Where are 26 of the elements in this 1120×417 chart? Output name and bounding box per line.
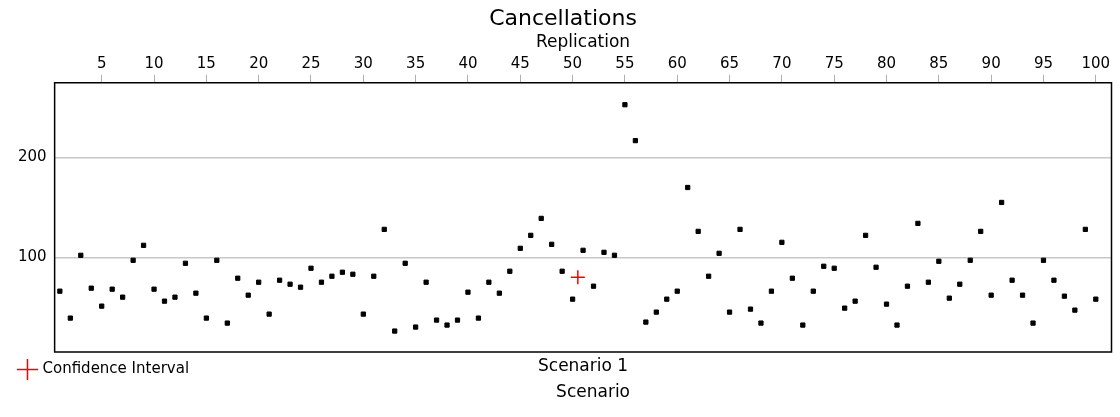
- x-tick-label: 30: [353, 53, 373, 72]
- x-tick-label: 15: [196, 53, 216, 72]
- x-tick-label: 50: [563, 53, 583, 72]
- x-tick-label: 85: [929, 53, 949, 72]
- x-tick-label: 35: [406, 53, 426, 72]
- x-tick-label: 70: [772, 53, 792, 72]
- x-axis-title: Replication: [536, 31, 631, 52]
- x-tick-label: 75: [824, 53, 844, 72]
- x-tick-label: 20: [249, 53, 269, 72]
- x-tick-label: 40: [458, 53, 478, 72]
- x-tick-label: 65: [720, 53, 740, 72]
- x-tick-label: 90: [981, 53, 1001, 72]
- x-tick-label: 55: [615, 53, 635, 72]
- x-tick-label: 10: [144, 53, 164, 72]
- legend-label: Confidence Interval: [42, 359, 190, 378]
- x-tick-label: 25: [301, 53, 321, 72]
- x-tick-label: 80: [876, 53, 897, 72]
- x-tick-label: 45: [510, 53, 530, 72]
- x-tick-label: 100: [1081, 53, 1111, 72]
- text: Scenario 1: [538, 354, 629, 375]
- text: Scenario: [556, 380, 631, 401]
- x-tick-label: 95: [1033, 53, 1054, 72]
- x-tick-label: 5: [96, 53, 107, 72]
- x-tick-label: 60: [667, 53, 687, 72]
- y-tick-label: 200: [17, 147, 47, 166]
- chart-title: Cancellations: [489, 4, 637, 30]
